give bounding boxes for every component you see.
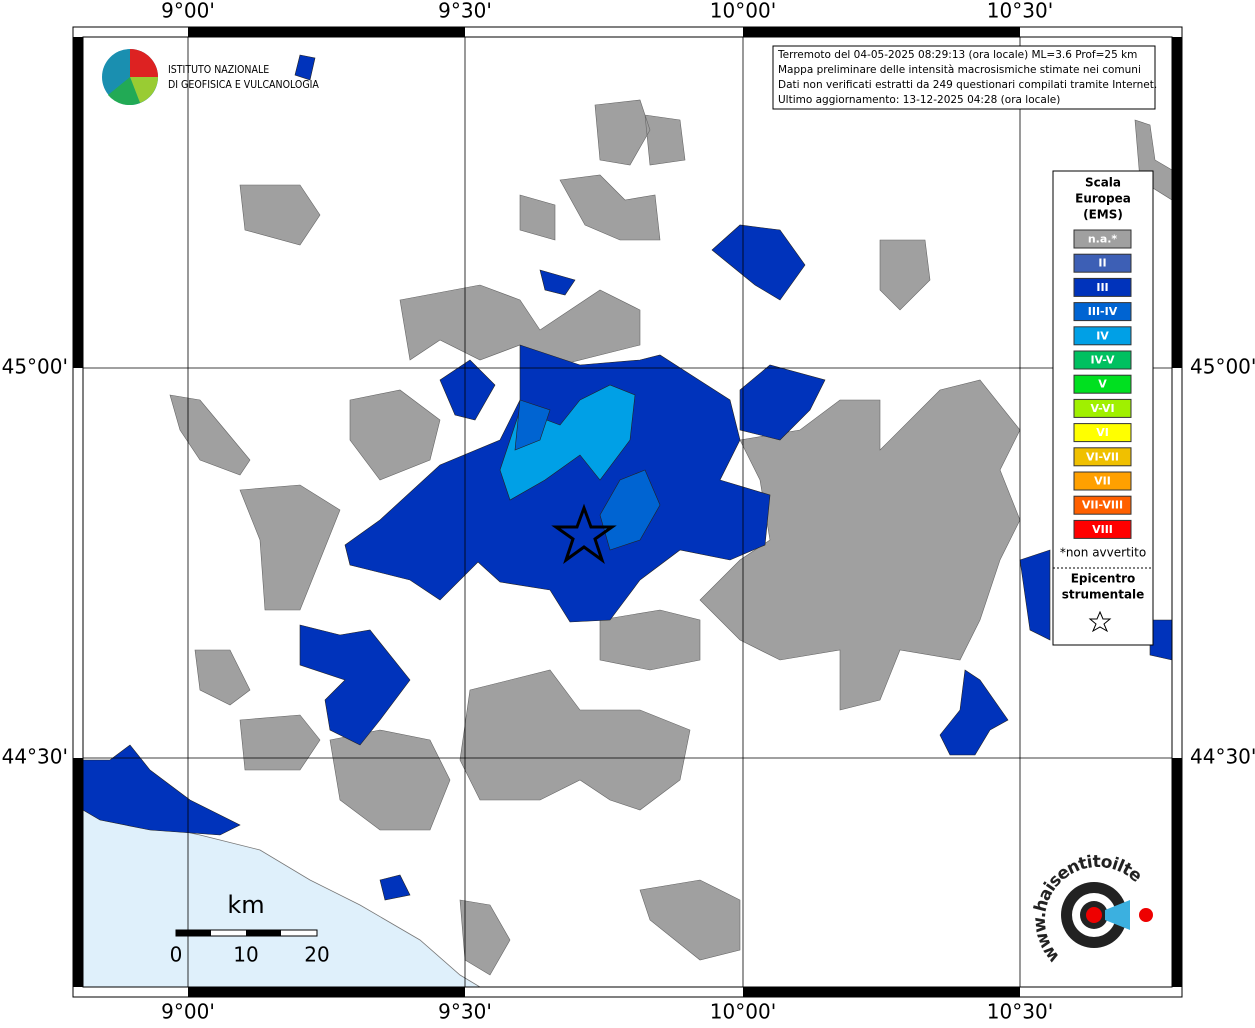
legend-epicenter: strumentale (1062, 588, 1145, 602)
regions (83, 54, 1172, 987)
municipality (239, 484, 341, 611)
scale-bar: km 0 10 20 (170, 891, 330, 967)
lon-label: 9°00' (161, 1000, 215, 1024)
lon-labels: 9°00' 9°30' 10°00' 10°30' 9°00' 9°30' 10… (161, 0, 1053, 1024)
legend-label: VIII (1092, 523, 1113, 536)
legend-label: VII-VIII (1082, 499, 1123, 512)
legend-swatch (1073, 374, 1132, 394)
legend-star (1088, 610, 1112, 633)
municipality (299, 624, 411, 746)
legend-note: *non avvertito (1060, 546, 1146, 560)
graticule (83, 37, 1172, 987)
legend-label: IV (1096, 329, 1109, 342)
municipality (519, 174, 661, 241)
legend-label: VI-VII (1086, 450, 1119, 463)
legend-swatch (1073, 326, 1132, 346)
lon-label: 10°30' (987, 0, 1053, 23)
legend-label: III-IV (1088, 305, 1118, 318)
legend-swatch (1073, 471, 1132, 491)
legend-title: (EMS) (1083, 208, 1123, 222)
legend-swatch (1073, 519, 1132, 539)
legend-label: n.a.* (1088, 233, 1118, 246)
legend-label: III (1096, 281, 1108, 294)
legend-title: Scala (1085, 176, 1121, 190)
logo-text: ISTITUTO NAZIONALE (168, 64, 269, 76)
legend-swatch (1073, 253, 1132, 273)
legend-label: II (1098, 257, 1106, 270)
municipality (699, 379, 1021, 711)
legend-swatch (1073, 350, 1132, 370)
legend-epicenter: Epicentro (1071, 572, 1136, 586)
lon-label: 9°30' (438, 1000, 492, 1024)
municipality (459, 879, 741, 976)
municipality (239, 184, 321, 246)
lon-label: 9°30' (438, 0, 492, 23)
legend-label: VII (1094, 475, 1111, 488)
municipality (514, 399, 661, 551)
lon-label: 10°00' (710, 0, 776, 23)
legend-swatch (1073, 495, 1132, 515)
legend-swatch (1073, 447, 1132, 467)
legend: Scala Europea (EMS) *non avvertito Epice… (1052, 170, 1154, 646)
legend-title: Europea (1075, 192, 1131, 206)
legend-label: VI (1096, 426, 1109, 439)
lon-label: 10°30' (987, 1000, 1053, 1024)
lon-label: 9°00' (161, 0, 215, 23)
lat-label: 45°00' (2, 355, 68, 379)
municipality (194, 649, 251, 706)
info-line: Dati non verificati estratti da 249 ques… (778, 79, 1157, 91)
info-line: Ultimo aggiornamento: 13-12-2025 04:28 (… (778, 94, 1060, 106)
info-box: Terremoto del 04-05-2025 08:29:13 (ora l… (772, 45, 1157, 110)
lat-label: 44°30' (2, 745, 68, 769)
lat-label: 45°00' (1190, 355, 1255, 379)
info-line: Terremoto del 04-05-2025 08:29:13 (ora l… (777, 49, 1137, 61)
municipality (83, 54, 411, 901)
logo-text: DI GEOFISICA E VULCANOLOGIA (168, 79, 319, 91)
ingv-logo: ISTITUTO NAZIONALE DI GEOFISICA E VULCAN… (102, 49, 319, 106)
municipality (439, 224, 826, 441)
scale-tick: 10 (233, 943, 258, 967)
municipality (499, 384, 636, 501)
municipality (349, 389, 441, 481)
info-line: Mappa preliminare delle intensità macros… (778, 64, 1141, 76)
epicenter (551, 503, 617, 564)
municipality (399, 284, 641, 366)
legend-swatch (1073, 398, 1132, 418)
scale-tick: 20 (304, 943, 329, 967)
municipality (459, 669, 691, 811)
municipality (344, 344, 771, 623)
legend-swatch (1073, 423, 1132, 443)
lon-label: 10°00' (710, 1000, 776, 1024)
municipality (594, 99, 686, 166)
municipality (599, 609, 701, 671)
scale-tick: 0 (170, 943, 183, 967)
lat-label: 44°30' (1190, 745, 1255, 769)
legend-label: IV-V (1090, 354, 1115, 367)
legend-swatch (1073, 229, 1132, 249)
legend-label: V-VI (1090, 402, 1114, 415)
municipality (239, 714, 451, 831)
legend-swatch (1073, 302, 1132, 322)
frame (72, 26, 1183, 998)
legend-swatch (1073, 277, 1132, 297)
scale-unit: km (227, 891, 264, 919)
municipality (169, 394, 251, 476)
lat-labels: 45°00' 44°30' 45°00' 44°30' (2, 355, 1255, 769)
legend-label: V (1098, 378, 1107, 391)
